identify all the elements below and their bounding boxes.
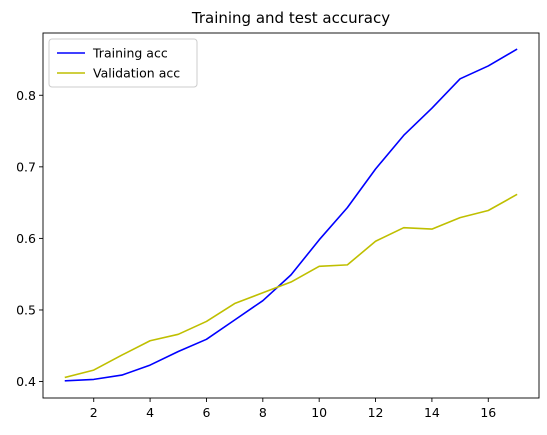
- series-line-validation: [64, 193, 518, 379]
- y-tick-label: 0.7: [16, 159, 36, 174]
- x-tick-label: 10: [311, 405, 327, 420]
- y-tick-label: 0.4: [16, 374, 36, 389]
- legend-entry-label: Validation acc: [93, 66, 180, 81]
- x-tick-label: 4: [146, 405, 154, 420]
- x-tick-label: 8: [259, 405, 267, 420]
- plot-frame: [42, 32, 540, 399]
- x-tick-label: 14: [424, 405, 440, 420]
- series-line-training: [64, 48, 518, 382]
- series-lines: [64, 48, 518, 382]
- x-tick-label: 6: [202, 405, 210, 420]
- x-tick-label: 16: [480, 405, 496, 420]
- x-tick-label: 2: [90, 405, 98, 420]
- axes: 2 4 6 8 10 12 14 16 0.4 0.5 0.6 0.7 0.8: [16, 32, 540, 420]
- legend-entry-label: Training acc: [92, 46, 168, 61]
- legend-box: [48, 38, 198, 88]
- y-tick-label: 0.5: [16, 302, 36, 317]
- y-tick-label: 0.8: [16, 88, 36, 103]
- y-tick-label: 0.6: [16, 231, 36, 246]
- legend: Training acc Validation acc: [48, 38, 198, 88]
- chart-title: Training and test accuracy: [191, 9, 390, 27]
- x-tick-label: 12: [368, 405, 384, 420]
